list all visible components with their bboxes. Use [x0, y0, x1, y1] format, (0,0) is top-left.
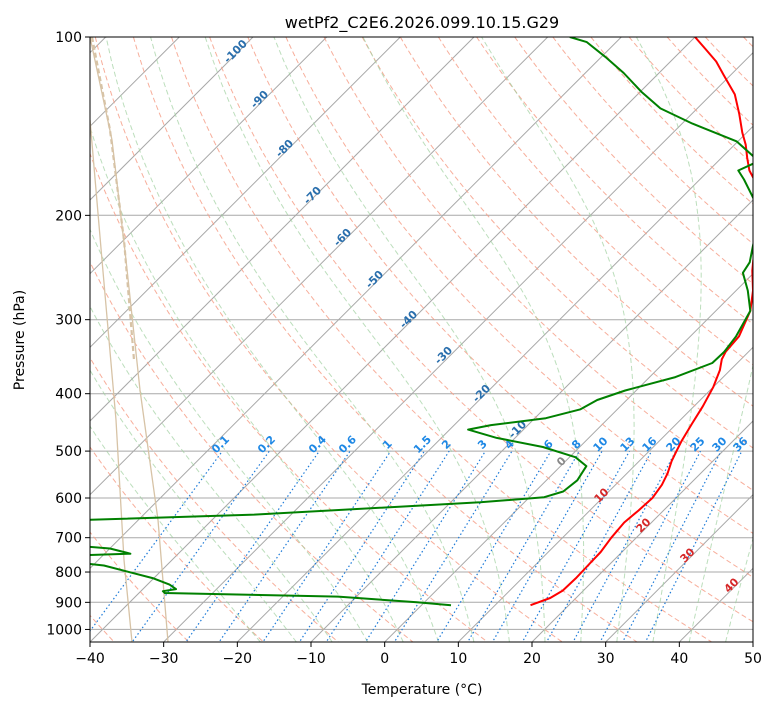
moist-adiabat-line [105, 37, 440, 642]
plot-background [90, 37, 753, 642]
x-tick-label: 10 [449, 651, 467, 667]
isotherm-line [236, 125, 753, 642]
plot-frame [89, 36, 754, 643]
moist-adiabat-line [688, 363, 753, 642]
chart-title: wetPf2_C2E6.2026.099.10.15.G29 [285, 13, 559, 33]
isotherm-line [605, 493, 753, 642]
moist-adiabat-line [150, 37, 475, 642]
mixing-ratio-line [185, 450, 320, 642]
moist-adiabat-line [204, 37, 510, 642]
y-tick-label: 900 [55, 595, 82, 611]
mixing-ratio-line [435, 450, 552, 642]
dry-adiabat-line [90, 260, 414, 642]
dry-adiabat-line [90, 531, 190, 642]
isotherm-line [90, 37, 475, 422]
isotherm-line [90, 37, 549, 496]
isotherm-line [90, 37, 328, 275]
dewpoint-profile [90, 37, 753, 607]
isotherm-line [90, 37, 254, 201]
moist-adiabat-line [762, 37, 775, 642]
moist-adiabat-line [90, 305, 333, 642]
x-tick-label: −30 [149, 651, 179, 667]
dry-adiabat-line [590, 37, 753, 205]
y-tick-label: 200 [55, 208, 82, 224]
mixing-ratio-line [521, 450, 631, 642]
y-axis-title: Pressure (hPa) [12, 290, 28, 390]
reference-curve [90, 37, 136, 361]
y-axis: 100 200 300 400 500 600 700 800 900 1000 [46, 30, 90, 638]
mixing-ratio-line [325, 450, 450, 642]
plot-area: -100-90-80-70-60-50-40-30-20-100.1 0.2 0.4… [89, 36, 775, 643]
y-tick-label: 500 [55, 444, 82, 460]
y-tick-label: 700 [55, 531, 82, 547]
x-tick-label: 20 [523, 651, 541, 667]
moist-adiabat-line [90, 125, 404, 642]
dry-adiabat-line [399, 37, 753, 407]
dry-adiabat-line [90, 446, 264, 642]
mixing-ratio-line [298, 450, 425, 642]
x-tick-label: −40 [75, 651, 105, 667]
isotherm-line [90, 37, 401, 349]
mixing-ratio-line [572, 450, 677, 642]
x-axis-title: Temperature (°C) [361, 682, 483, 698]
isotherm-line [752, 641, 753, 642]
y-tick-label: 100 [55, 30, 82, 46]
x-tick-label: 40 [670, 651, 688, 667]
x-tick-label: 50 [744, 651, 762, 667]
background-lines [90, 37, 775, 642]
isotherm-line [457, 346, 753, 642]
y-tick-label: 400 [55, 387, 82, 403]
dry-adiabat-line [90, 152, 488, 642]
moist-adiabat-line [90, 425, 261, 642]
isotherm-line [90, 37, 696, 642]
reference-curve [90, 119, 133, 642]
y-tick-label: 1000 [46, 622, 82, 638]
mixing-ratio-line [262, 450, 392, 642]
dry-adiabat-line [94, 37, 563, 642]
dry-adiabat-line [209, 37, 753, 623]
dry-adiabat-line [476, 37, 753, 325]
mixing-ratio-line [491, 450, 603, 642]
reference-curve [90, 37, 169, 642]
dry-adiabat-line [361, 37, 753, 449]
moist-adiabat-line [635, 37, 702, 642]
y-tick-label: 600 [55, 491, 82, 507]
mixing-ratio-line [545, 450, 653, 642]
dry-adiabat-line [285, 37, 753, 534]
mixing-ratio-line [218, 450, 351, 642]
moist-adiabat-line [725, 536, 753, 642]
moist-adiabat-line [90, 228, 369, 642]
dry-adiabat-line [323, 37, 753, 491]
x-tick-label: 0 [380, 651, 389, 667]
isotherm-line [531, 420, 753, 642]
x-tick-label: −20 [223, 651, 253, 667]
x-tick-label: −10 [296, 651, 326, 667]
y-tick-label: 300 [55, 313, 82, 329]
x-axis: −40 −30 −20 −10 0 10 20 30 40 50 [75, 642, 762, 667]
isotherm-line [163, 51, 753, 642]
isotherm-line [90, 37, 622, 570]
y-tick-label: 800 [55, 565, 82, 581]
profile-lines [90, 37, 753, 607]
dry-adiabat-line [247, 37, 753, 578]
dry-adiabat-line [90, 356, 339, 642]
temperature-profile [530, 37, 753, 607]
isotherm-line [384, 272, 753, 642]
x-tick-label: 30 [597, 651, 615, 667]
dry-adiabat-line [514, 37, 753, 285]
mixing-ratio-line [131, 450, 270, 642]
mixing-ratio-line [644, 450, 743, 642]
